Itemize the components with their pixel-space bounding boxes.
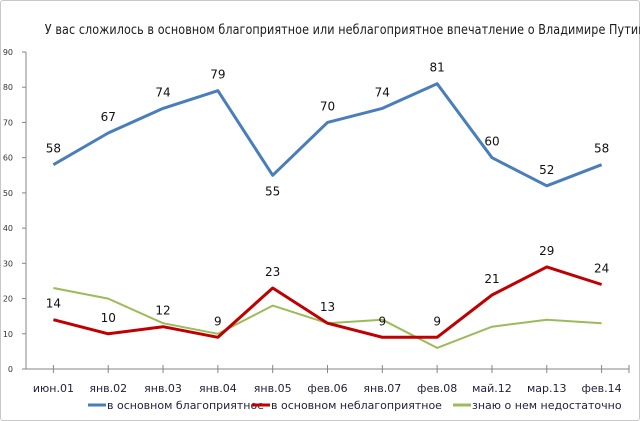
data-label: 12 [155, 304, 170, 318]
series-line-3 [53, 287, 602, 349]
data-label: 21 [484, 272, 499, 286]
y-axis-ticks: 0 10 20 30 40 50 60 70 80 90 [3, 48, 26, 374]
x-tick-label: фев.14 [582, 382, 622, 395]
data-label: 23 [265, 265, 280, 279]
data-label: 13 [320, 300, 335, 314]
y-tick-label: 90 [3, 48, 13, 57]
y-tick-label: 80 [3, 83, 13, 92]
x-tick-label: янв.05 [254, 382, 292, 395]
x-tick-label: фев.08 [417, 382, 457, 395]
x-tick-label: янв.02 [89, 382, 127, 395]
y-tick-label: 60 [3, 154, 13, 163]
x-tick-label: фев.06 [307, 382, 347, 395]
x-tick-label: янв.04 [199, 382, 237, 395]
y-tick-label: 0 [8, 365, 13, 374]
y-tick-label: 10 [3, 330, 13, 339]
data-label: 52 [539, 163, 554, 177]
data-label: 14 [46, 297, 61, 311]
y-tick-label: 40 [3, 224, 13, 233]
legend-label-1: в основном благоприятное [107, 399, 264, 412]
data-label: 24 [594, 261, 609, 275]
series-line-2 [53, 265, 603, 339]
legend: в основном благоприятное в основном небла… [88, 399, 622, 412]
data-label: 74 [155, 85, 170, 99]
data-label: 79 [210, 68, 225, 82]
y-tick-label: 70 [3, 118, 13, 127]
data-label: 9 [214, 314, 222, 328]
data-label: 58 [46, 142, 61, 156]
data-labels: 58 67 74 79 55 70 74 81 60 52 58 14 10 12 9 23 13 9 9 21 29 2… [46, 61, 609, 329]
data-label: 70 [320, 99, 335, 113]
series-line-1 [52, 82, 603, 188]
y-tick-label: 50 [3, 189, 13, 198]
data-label: 29 [539, 244, 554, 258]
series-lines [52, 82, 603, 349]
data-label: 10 [101, 311, 116, 325]
x-axis-ticks: июн.01 янв.02 янв.03 янв.04 янв.05 фев.06 янв.… [33, 365, 630, 395]
legend-label-2: в основном неблагоприятное [271, 399, 442, 412]
x-tick-label: янв.07 [363, 382, 401, 395]
data-label: 58 [594, 142, 609, 156]
data-label: 9 [433, 314, 441, 328]
chart-title: У вас сложилось в основном благоприятное… [44, 23, 640, 38]
data-label: 9 [378, 314, 386, 328]
x-tick-label: мар.13 [527, 382, 567, 395]
data-label: 55 [265, 184, 280, 198]
legend-label-3: знаю о нем недостаточно [472, 399, 622, 412]
y-tick-label: 30 [3, 259, 13, 268]
data-label: 81 [429, 61, 444, 75]
x-tick-label: май.12 [472, 382, 512, 395]
data-label: 67 [101, 110, 116, 124]
y-tick-label: 20 [3, 295, 13, 304]
data-label: 74 [375, 85, 390, 99]
x-tick-label: янв.03 [144, 382, 182, 395]
x-tick-label: июн.01 [33, 382, 74, 395]
data-label: 60 [484, 135, 499, 149]
